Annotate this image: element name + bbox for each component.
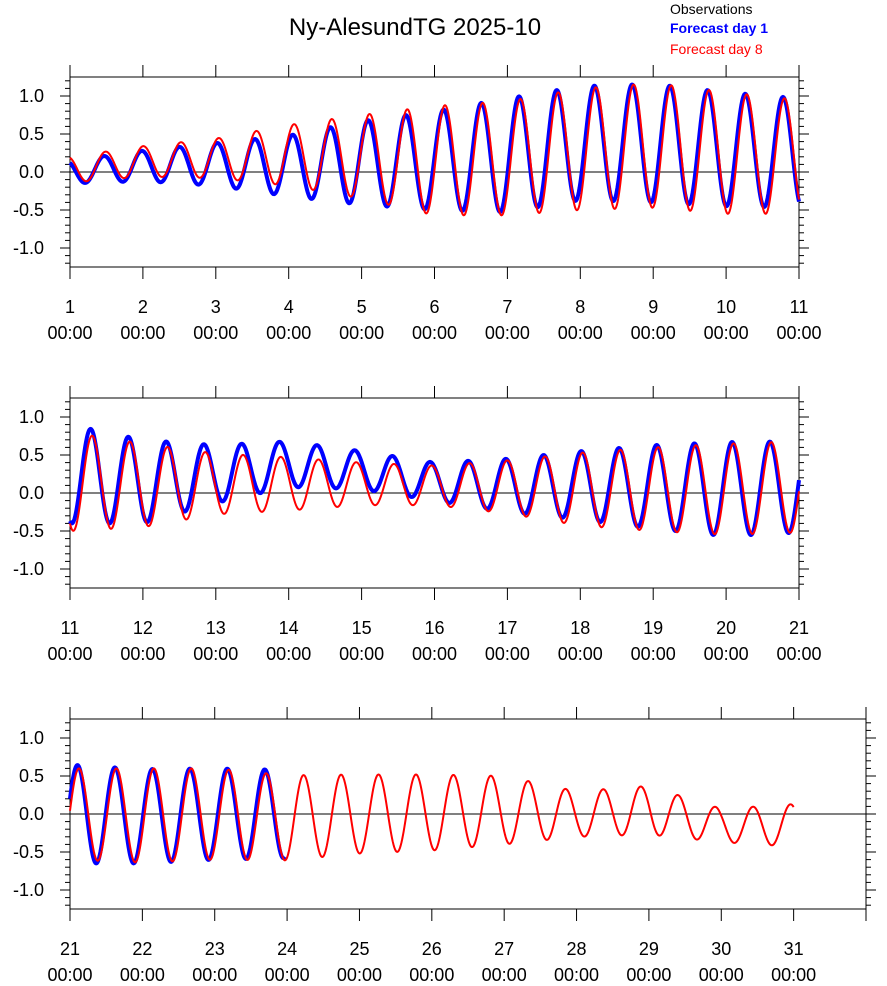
panel-2-xtick-day-label: 16: [424, 618, 444, 638]
panel-1-xtick-day-label: 5: [357, 297, 367, 317]
chart-title: Ny-AlesundTG 2025-10: [288, 14, 542, 41]
panel-3-xtick-time-label: 00:00: [337, 965, 382, 985]
panel-2-xtick-time-label: 00:00: [193, 644, 238, 664]
panel-1-ytick-label: -1.0: [13, 238, 44, 258]
panel-3-ytick-label: -0.5: [13, 842, 44, 862]
panel-3-xtick-day-label: 27: [494, 939, 514, 959]
panel-2-xtick-day-label: 18: [570, 618, 590, 638]
panel-1-ytick-label: -0.5: [13, 200, 44, 220]
panel-1-xtick-time-label: 00:00: [120, 323, 165, 343]
panel-2-xtick-time-label: 00:00: [704, 644, 749, 664]
panel-2-xtick-day-label: 21: [789, 618, 809, 638]
panel-2-xtick-time-label: 00:00: [558, 644, 603, 664]
panel-3-series-forecast-day-1: [68, 763, 287, 866]
panel-3-xtick-time-label: 00:00: [626, 965, 671, 985]
panel-2-ytick-label: 1.0: [19, 407, 44, 427]
panel-3-xtick-time-label: 00:00: [699, 965, 744, 985]
panel-3-xtick-time-label: 00:00: [409, 965, 454, 985]
panel-3-xtick-day-label: 24: [277, 939, 297, 959]
panel-3-xtick-time-label: 00:00: [47, 965, 92, 985]
panel-3-xtick-time-label: 00:00: [120, 965, 165, 985]
panel-2-series-forecast-day-1: [68, 426, 801, 538]
panel-2-ytick-label: 0.5: [19, 445, 44, 465]
panel-2-ytick-label: -1.0: [13, 559, 44, 579]
panel-1-xtick-time-label: 00:00: [631, 323, 676, 343]
panel-3-xtick-day-label: 29: [639, 939, 659, 959]
panel-1-xtick-time-label: 00:00: [266, 323, 311, 343]
panel-2-xtick-day-label: 14: [279, 618, 299, 638]
panel-3-ytick-label: -1.0: [13, 880, 44, 900]
panel-3-xtick-time-label: 00:00: [771, 965, 816, 985]
panel-1-xtick-time-label: 00:00: [558, 323, 603, 343]
panel-1-xtick-time-label: 00:00: [339, 323, 384, 343]
panel-3-xtick-day-label: 21: [60, 939, 80, 959]
panel-1-xtick-day-label: 2: [138, 297, 148, 317]
panel-3-xtick-day-label: 28: [567, 939, 587, 959]
panel-3-xtick-day-label: 23: [205, 939, 225, 959]
panel-2-xtick-time-label: 00:00: [485, 644, 530, 664]
panel-2-xtick-time-label: 00:00: [47, 644, 92, 664]
panel-3-xtick-day-label: 25: [349, 939, 369, 959]
panel-1-series-forecast-day-8: [69, 83, 800, 217]
panel-2-series-forecast-day-8: [69, 434, 800, 536]
panel-2-ytick-label: -0.5: [13, 521, 44, 541]
panel-1-xtick-day-label: 10: [716, 297, 736, 317]
panel-1-xtick-day-label: 3: [211, 297, 221, 317]
panel-1-xtick-time-label: 00:00: [704, 323, 749, 343]
panel-3-xtick-day-label: 30: [711, 939, 731, 959]
panel-3-ytick-label: 1.0: [19, 728, 44, 748]
panel-1-xtick-day-label: 9: [648, 297, 658, 317]
panel-3-ytick-label: 0.5: [19, 766, 44, 786]
panel-2-xtick-day-label: 19: [643, 618, 663, 638]
panel-2-xtick-day-label: 15: [352, 618, 372, 638]
panel-1-ytick-label: 0.5: [19, 124, 44, 144]
panel-1-xtick-day-label: 1: [65, 297, 75, 317]
panel-1-series-forecast-day-1: [68, 82, 801, 215]
panel-2-ytick-label: 0.0: [19, 483, 44, 503]
panel-3-xtick-day-label: 31: [784, 939, 804, 959]
panel-1-xtick-day-label: 6: [429, 297, 439, 317]
panel-2-xtick-time-label: 00:00: [776, 644, 821, 664]
panel-2-xtick-day-label: 20: [716, 618, 736, 638]
panel-2-xtick-day-label: 11: [61, 618, 80, 638]
panel-3-xtick-time-label: 00:00: [554, 965, 599, 985]
panel-2-xtick-time-label: 00:00: [412, 644, 457, 664]
legend-forecast-day-8: Forecast day 8: [670, 41, 763, 57]
panel-1-ytick-label: 1.0: [19, 86, 44, 106]
panel-1-xtick-time-label: 00:00: [776, 323, 821, 343]
legend-observations: Observations: [670, 1, 753, 17]
panel-3-ytick-label: 0.0: [19, 804, 44, 824]
panel-1-xtick-day-label: 8: [575, 297, 585, 317]
panel-2-xtick-time-label: 00:00: [266, 644, 311, 664]
panel-2-xtick-time-label: 00:00: [631, 644, 676, 664]
panel-2-xtick-time-label: 00:00: [120, 644, 165, 664]
panel-2-xtick-day-label: 17: [497, 618, 517, 638]
panel-3-series-forecast-day-8: [69, 767, 795, 864]
panel-1-xtick-day-label: 11: [790, 297, 809, 317]
panel-3-xtick-time-label: 00:00: [265, 965, 310, 985]
panel-1-xtick-time-label: 00:00: [485, 323, 530, 343]
panel-1-xtick-time-label: 00:00: [412, 323, 457, 343]
panel-3-xtick-time-label: 00:00: [192, 965, 237, 985]
panel-2-xtick-day-label: 12: [133, 618, 153, 638]
legend-forecast-day-1: Forecast day 1: [670, 20, 769, 36]
panel-3-xtick-day-label: 26: [422, 939, 442, 959]
panel-1-xtick-time-label: 00:00: [193, 323, 238, 343]
panel-2-xtick-time-label: 00:00: [339, 644, 384, 664]
panel-1-xtick-time-label: 00:00: [47, 323, 92, 343]
panel-1-xtick-day-label: 7: [502, 297, 512, 317]
panel-2-xtick-day-label: 13: [206, 618, 226, 638]
panel-3-xtick-day-label: 22: [132, 939, 152, 959]
panel-1-ytick-label: 0.0: [19, 162, 44, 182]
panel-3-xtick-time-label: 00:00: [482, 965, 527, 985]
panel-1-xtick-day-label: 4: [284, 297, 294, 317]
